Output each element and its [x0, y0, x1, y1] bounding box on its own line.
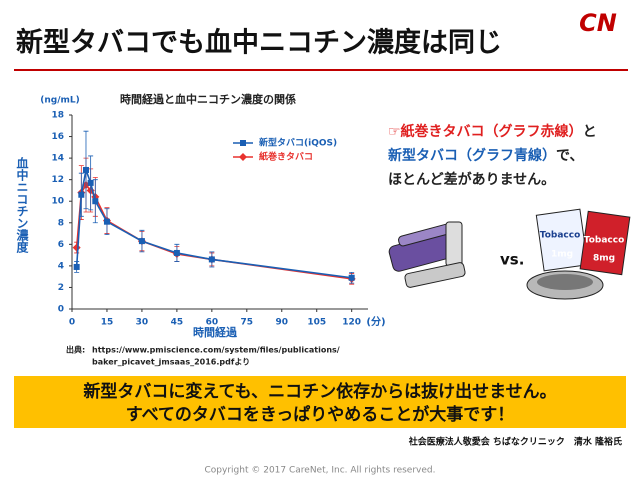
x-unit: (分) [366, 315, 385, 328]
chart-title: 時間経過と血中ニコチン濃度の関係 [120, 92, 296, 106]
y-tick-label: 18 [51, 111, 64, 121]
marker [72, 243, 81, 252]
message-box [14, 376, 626, 428]
y-tick-label: 14 [51, 154, 64, 164]
pack-label: 8mg [593, 254, 615, 264]
x-tick-label: 60 [206, 318, 219, 328]
y-tick-label: 12 [51, 175, 64, 185]
note-segment: 新型タバコ（グラフ青線） [388, 147, 556, 164]
y-tick-label: 4 [58, 261, 64, 271]
source-line: baker_picavet_jmsaas_2016.pdfより [92, 358, 250, 367]
x-axis-label: 時間経過 [193, 325, 238, 339]
marker [92, 198, 99, 205]
message-line: すべてのタバコをきっぱりやめることが大事です！ [126, 404, 514, 425]
pack-label: Tobacco [540, 231, 581, 241]
note-line: ほとんど差がありません。 [388, 171, 555, 188]
y-axis-label: 血中ニコチン濃度 [15, 156, 29, 254]
marker [87, 179, 94, 186]
marker [73, 263, 80, 270]
heated-tobacco-illustration [388, 221, 466, 288]
note-line: 新型タバコ（グラフ青線）で、 [388, 147, 583, 164]
marker [138, 238, 145, 245]
cigarette-illustration [526, 208, 631, 300]
logo: CN [579, 9, 617, 37]
note: ☞紙巻きタバコ（グラフ赤線）と新型タバコ（グラフ青線）で、ほとんど差がありません… [388, 123, 597, 188]
source-line: https://www.pmiscience.com/system/files/… [92, 346, 340, 355]
x-tick-label: 45 [171, 318, 184, 328]
legend-label: 紙巻きタバコ [259, 151, 313, 163]
marker [208, 256, 215, 263]
slide-title: 新型タバコでも血中ニコチン濃度は同じ [16, 27, 502, 59]
y-tick-label: 10 [51, 197, 64, 207]
x-tick-label: 30 [136, 318, 149, 328]
note-line: ☞紙巻きタバコ（グラフ赤線）と [388, 123, 597, 140]
message-line: 新型タバコに変えても、ニコチン依存からは抜け出せません。 [83, 381, 556, 402]
pack-label: 1mg [551, 250, 573, 260]
pack-label: Tobacco [584, 236, 625, 246]
copyright: Copyright © 2017 CareNet, Inc. All right… [205, 466, 436, 476]
marker [78, 191, 85, 198]
x-tick-label: 15 [101, 318, 114, 328]
marker [82, 166, 89, 173]
legend-marker [240, 140, 246, 146]
note-segment: ☞紙巻きタバコ（グラフ赤線） [388, 123, 583, 140]
y-tick-label: 2 [58, 283, 64, 293]
marker [173, 249, 180, 256]
x-tick-label: 0 [69, 318, 75, 328]
note-segment: と [583, 124, 597, 140]
series-line [75, 166, 352, 279]
credit: 社会医療法人敬愛会 ちばなクリニック 清水 隆裕氏 [408, 436, 622, 448]
vs-label: vs. [500, 251, 524, 269]
marker [103, 218, 110, 225]
note-segment: ほとんど差がありません。 [388, 171, 555, 188]
x-tick-label: 120 [342, 318, 361, 328]
series-line [75, 183, 352, 280]
legend-label: 新型タバコ(iQOS) [259, 137, 337, 149]
marker [348, 274, 355, 281]
y-tick-label: 16 [51, 132, 64, 142]
x-tick-label: 75 [241, 318, 254, 328]
x-tick-label: 90 [275, 318, 288, 328]
note-segment: で、 [556, 148, 583, 164]
y-unit: (ng/mL) [40, 96, 79, 106]
y-tick-label: 6 [58, 240, 64, 250]
y-tick-label: 8 [58, 218, 64, 228]
legend-marker [239, 153, 247, 161]
source-label: 出典: [66, 345, 85, 355]
y-tick-label: 0 [58, 305, 64, 315]
x-tick-label: 105 [307, 318, 326, 328]
